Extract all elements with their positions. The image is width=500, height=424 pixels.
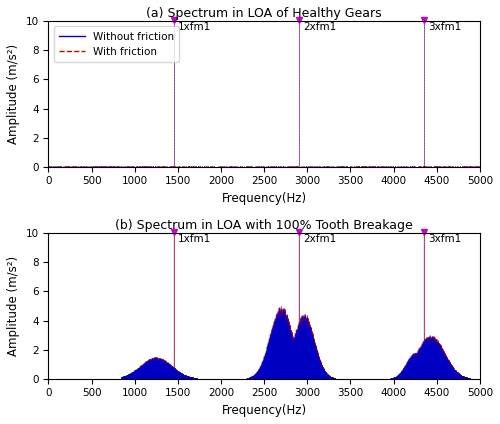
Y-axis label: Amplitude (m/s²): Amplitude (m/s²) bbox=[7, 44, 20, 144]
Text: 3xfm1: 3xfm1 bbox=[428, 234, 462, 244]
Legend: Without friction, With friction: Without friction, With friction bbox=[54, 26, 180, 62]
Title: (a) Spectrum in LOA of Healthy Gears: (a) Spectrum in LOA of Healthy Gears bbox=[146, 7, 382, 20]
Title: (b) Spectrum in LOA with 100% Tooth Breakage: (b) Spectrum in LOA with 100% Tooth Brea… bbox=[116, 219, 413, 232]
X-axis label: Frequency(Hz): Frequency(Hz) bbox=[222, 192, 306, 205]
Text: 2xfm1: 2xfm1 bbox=[303, 22, 336, 32]
Text: 3xfm1: 3xfm1 bbox=[428, 22, 462, 32]
Text: 2xfm1: 2xfm1 bbox=[303, 234, 336, 244]
Text: 1xfm1: 1xfm1 bbox=[178, 234, 211, 244]
Y-axis label: Amplitude (m/s²): Amplitude (m/s²) bbox=[7, 256, 20, 356]
X-axis label: Frequency(Hz): Frequency(Hz) bbox=[222, 404, 306, 417]
Text: 1xfm1: 1xfm1 bbox=[178, 22, 211, 32]
